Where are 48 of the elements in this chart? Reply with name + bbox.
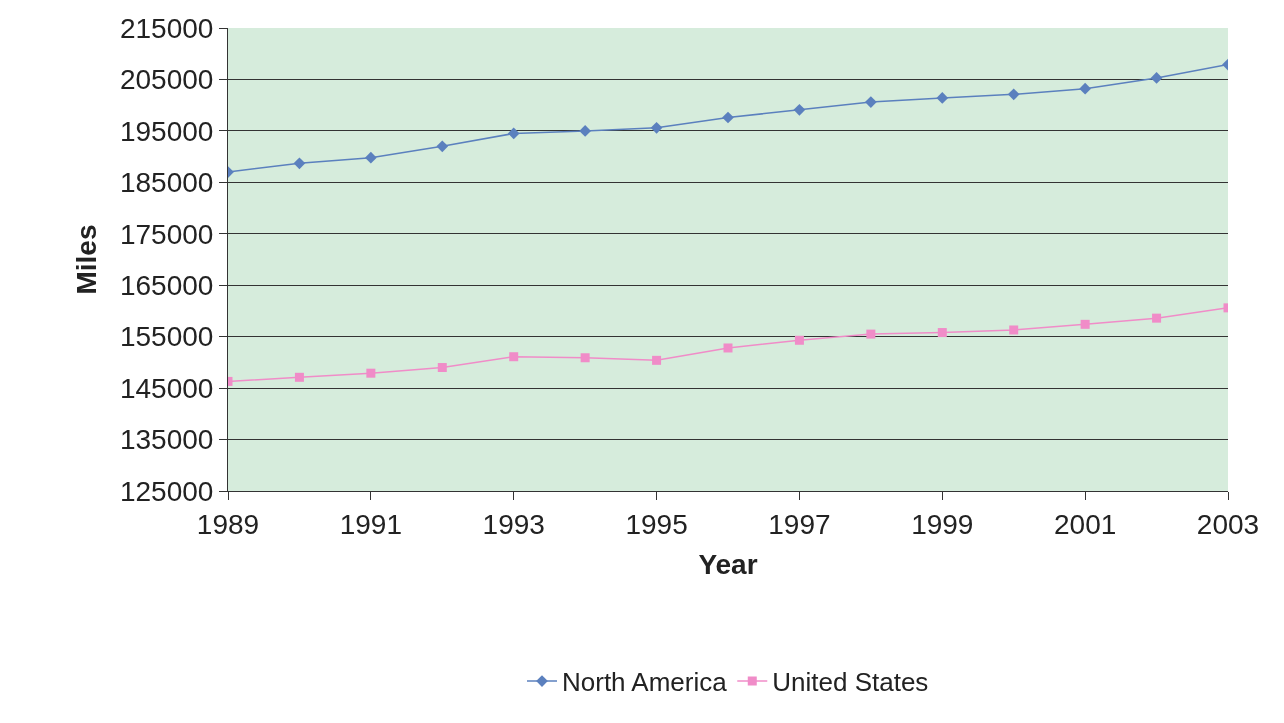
x-tick-label: 2003 bbox=[1196, 508, 1260, 540]
point bbox=[579, 125, 591, 137]
x-axis-title: Year bbox=[698, 548, 758, 580]
point bbox=[650, 121, 663, 134]
x-tick-label: 1991 bbox=[339, 508, 403, 540]
point bbox=[1007, 88, 1020, 101]
point bbox=[366, 368, 376, 378]
point bbox=[294, 372, 304, 382]
point bbox=[866, 329, 876, 339]
x-tick-label: 1993 bbox=[482, 508, 545, 540]
point bbox=[793, 103, 806, 116]
point bbox=[580, 353, 590, 363]
y-tick-label: 195000 bbox=[119, 115, 214, 147]
point bbox=[1150, 72, 1163, 84]
point bbox=[293, 157, 306, 170]
y-tick-label: 155000 bbox=[119, 321, 214, 353]
legend-label: United States bbox=[772, 667, 929, 698]
x-tick-label: 1997 bbox=[768, 508, 831, 540]
point bbox=[365, 151, 377, 164]
point bbox=[1080, 319, 1090, 329]
point bbox=[437, 363, 447, 373]
y-tick-label: 185000 bbox=[119, 167, 214, 199]
point bbox=[937, 328, 947, 338]
y-tick-label: 215000 bbox=[119, 12, 214, 44]
point bbox=[722, 111, 734, 124]
x-tick-label: 1995 bbox=[625, 508, 688, 540]
y-tick-label: 135000 bbox=[119, 424, 214, 456]
y-tick-label: 145000 bbox=[119, 372, 214, 404]
x-tick-label: 2001 bbox=[1053, 508, 1117, 540]
y-tick-label: 175000 bbox=[119, 218, 214, 250]
point bbox=[436, 140, 449, 153]
point bbox=[794, 335, 804, 345]
point bbox=[652, 355, 662, 365]
point bbox=[865, 96, 877, 108]
point bbox=[509, 352, 519, 362]
x-tick-label: 1999 bbox=[911, 508, 974, 540]
point bbox=[507, 127, 520, 140]
legend-label: North America bbox=[562, 667, 728, 698]
point bbox=[1009, 325, 1019, 335]
y-tick-label: 165000 bbox=[119, 270, 214, 302]
y-tick-label: 125000 bbox=[119, 475, 214, 507]
point bbox=[1152, 313, 1162, 323]
x-tick-label: 1989 bbox=[196, 508, 260, 540]
point bbox=[936, 92, 949, 104]
point bbox=[723, 343, 733, 353]
point bbox=[1079, 82, 1091, 95]
y-axis-title: Miles bbox=[70, 224, 102, 295]
y-tick-label: 205000 bbox=[119, 64, 214, 96]
